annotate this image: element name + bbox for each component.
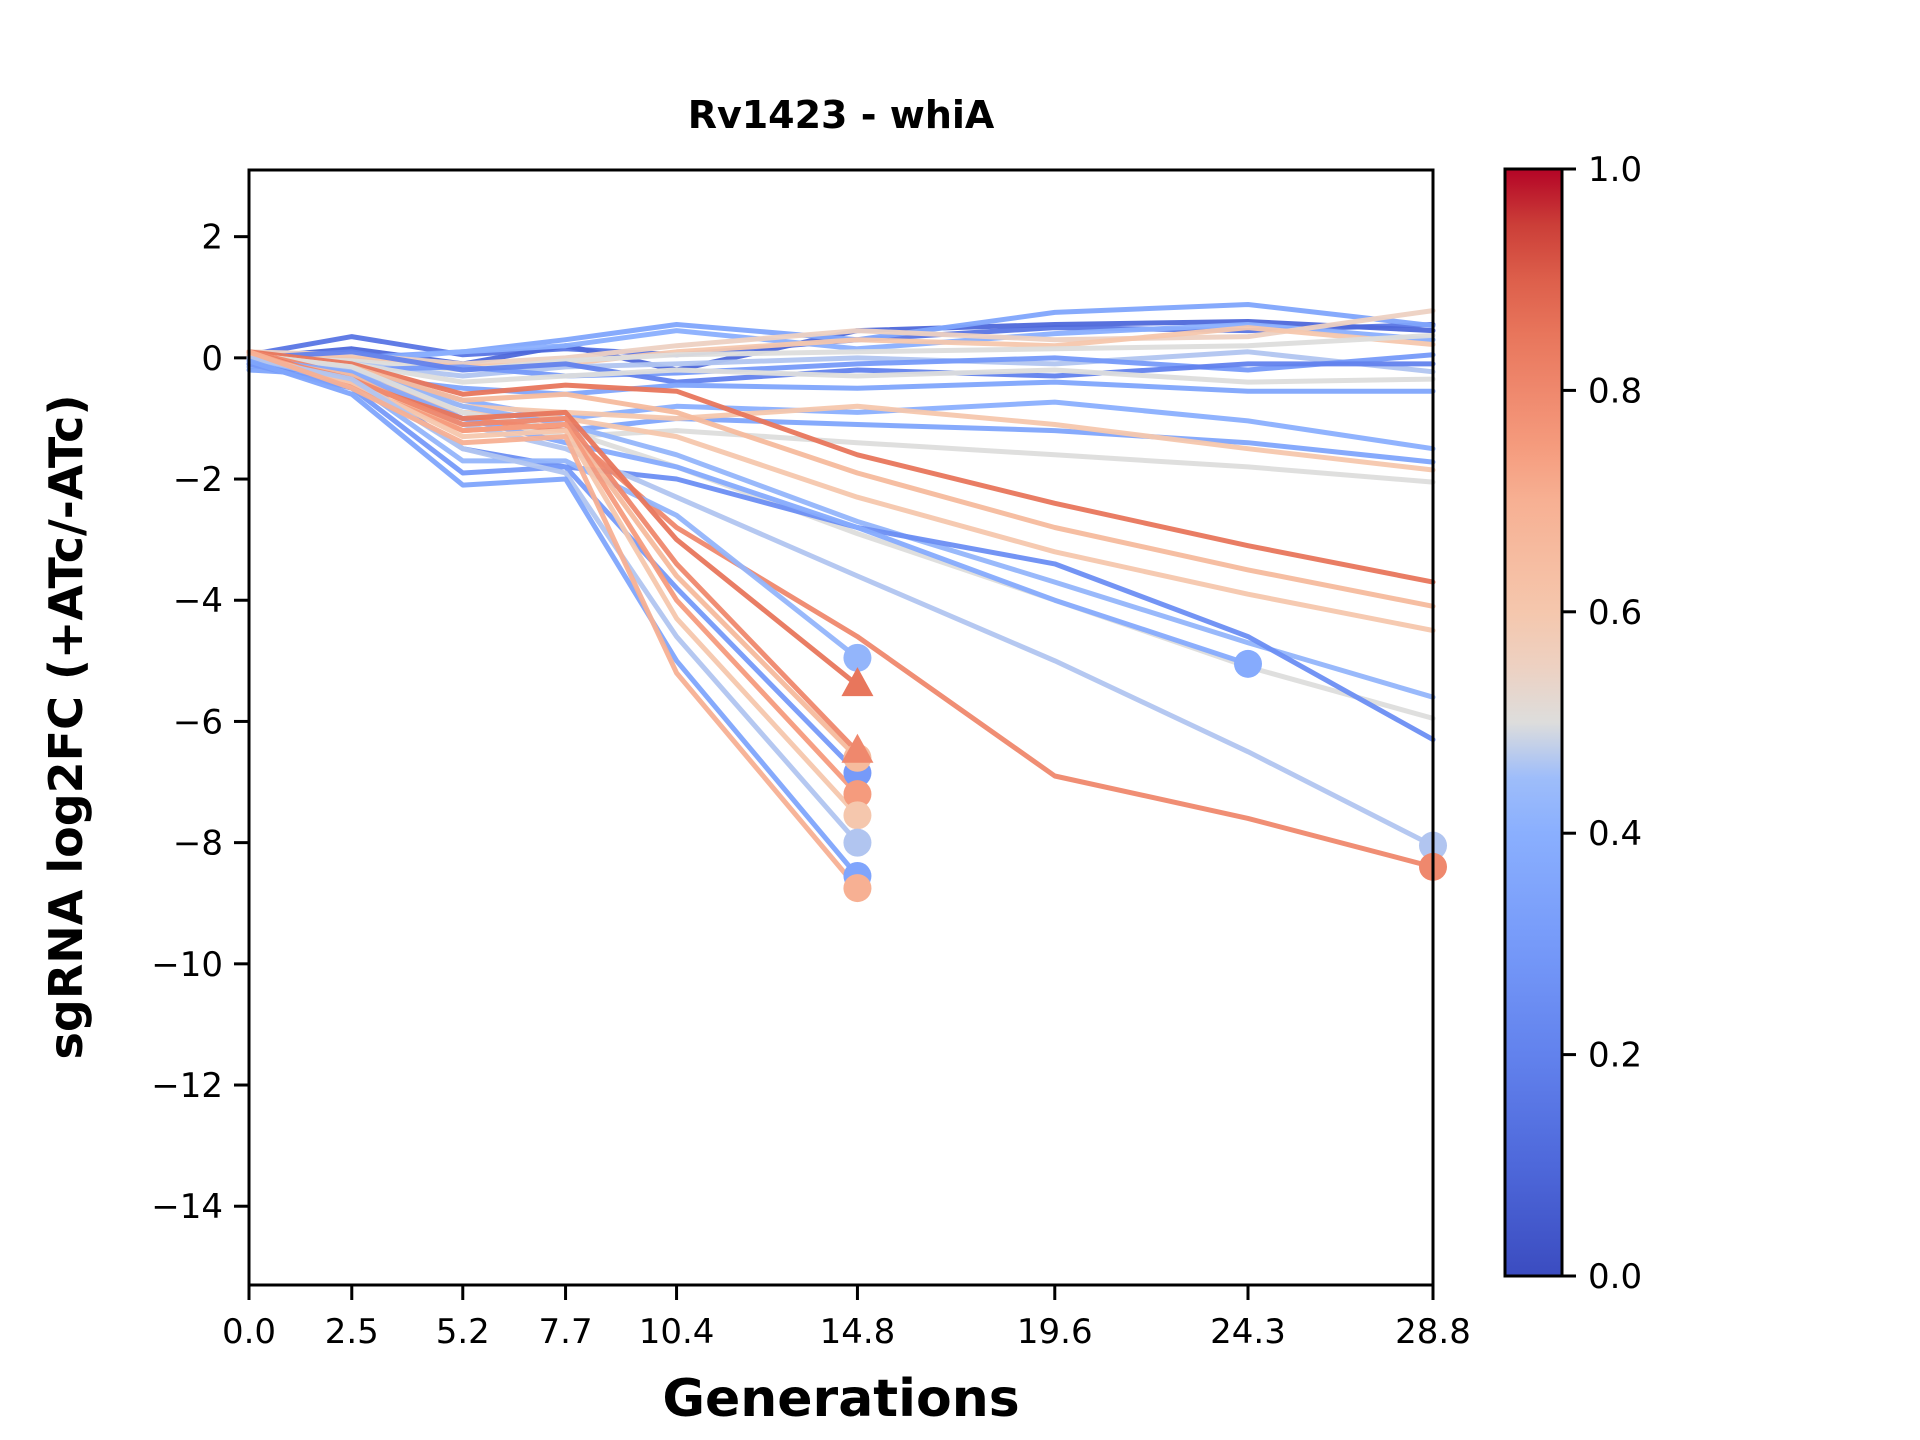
x-tick-label: 24.3	[1210, 1312, 1286, 1352]
chart-line	[246, 349, 860, 688]
end-marker-circle	[843, 828, 872, 857]
end-marker-circle	[843, 801, 872, 830]
y-tick-label: −6	[173, 702, 223, 742]
chart-line	[246, 349, 1436, 385]
y-tick-label: −4	[173, 581, 223, 621]
series-markers-layer	[841, 643, 1447, 903]
y-tick-label: −8	[173, 824, 223, 864]
x-axis-label: Generations	[662, 1369, 1019, 1429]
y-tick-label: −12	[151, 1066, 223, 1106]
colorbar-tick-label: 1.0	[1588, 150, 1642, 190]
x-tick-label: 28.8	[1395, 1312, 1471, 1352]
colorbar-tick-label: 0.0	[1588, 1257, 1642, 1297]
y-tick-label: −2	[173, 460, 223, 500]
y-tick-label: −14	[151, 1187, 223, 1227]
y-axis-label: sgRNA log2FC (+ATc/-ATc)	[39, 395, 93, 1060]
end-marker-circle	[843, 780, 872, 809]
axis-ticks-layer: 0.0 2.5 5.2 7.7 10.4 14.8 19.6 24.3 28.8 2 0 −2 −4 −6…	[151, 218, 1471, 1352]
plot-area-frame	[247, 168, 1435, 1287]
chart-line	[246, 349, 1436, 870]
chart-line	[246, 355, 1436, 849]
end-marker-triangle	[841, 733, 874, 763]
colorbar-tick-label: 0.2	[1588, 1036, 1642, 1076]
chart-line	[246, 355, 1251, 667]
x-tick-label: 0.0	[222, 1312, 276, 1352]
x-tick-label: 2.5	[325, 1312, 379, 1352]
colorbar-tick-label: 0.6	[1588, 593, 1642, 633]
chart-line	[246, 349, 1436, 585]
end-marker-circle	[1234, 649, 1262, 678]
x-tick-label: 5.2	[436, 1312, 490, 1352]
chart-line	[246, 355, 860, 846]
end-marker-circle	[843, 643, 872, 672]
chart-title: Rv1423 - whiA	[688, 93, 995, 137]
y-tick-label: 0	[201, 339, 223, 379]
x-tick-label: 19.6	[1017, 1312, 1093, 1352]
x-tick-label: 7.7	[539, 1312, 593, 1352]
colorbar-tick-label: 0.4	[1588, 814, 1642, 854]
series-lines-layer	[246, 302, 1436, 891]
chart-line	[246, 352, 1436, 609]
chart-line	[246, 352, 1436, 385]
end-marker-triangle	[841, 667, 874, 697]
colorbar	[1503, 167, 1564, 1278]
x-tick-label: 14.8	[820, 1312, 896, 1352]
chart-line	[246, 349, 860, 891]
chart-line	[246, 332, 1436, 373]
y-tick-label: 2	[201, 218, 223, 258]
colorbar-tick-label: 0.8	[1588, 371, 1642, 411]
chart-line	[246, 325, 1436, 370]
end-marker-circle	[843, 874, 872, 903]
colorbar-ticks-layer: 0.0 0.2 0.4 0.6 0.8 1.0	[1562, 150, 1642, 1297]
x-tick-label: 10.4	[639, 1312, 715, 1352]
y-tick-label: −10	[151, 945, 223, 985]
chart-line	[246, 358, 860, 879]
